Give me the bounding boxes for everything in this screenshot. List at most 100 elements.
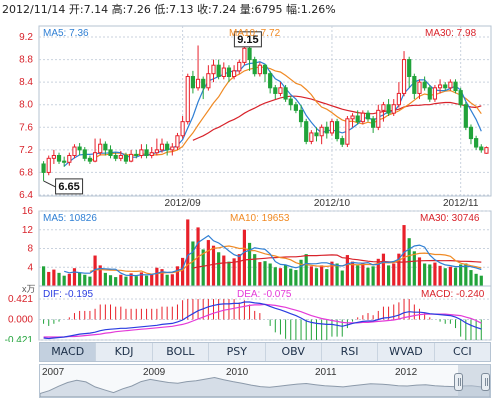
volume-bar [170, 274, 174, 286]
candle-body [211, 64, 216, 75]
navigator-year-2007: 2007 [42, 367, 65, 378]
candle-body [443, 84, 448, 89]
tab-macd[interactable]: MACD [40, 343, 97, 361]
volume-tick-label: 4 [27, 262, 33, 273]
volume-bar [340, 270, 344, 286]
candle-body [283, 87, 288, 100]
tab-wvad[interactable]: WVAD [378, 343, 435, 361]
candle-body [165, 143, 170, 151]
tab-psy[interactable]: PSY [209, 343, 266, 361]
candle-body [262, 64, 268, 75]
candle-body [62, 160, 67, 163]
candle-body [293, 104, 298, 111]
candle-body [72, 146, 77, 157]
volume-bar [464, 263, 468, 286]
quote-date: 2012/11/14 [2, 3, 66, 16]
tab-rsi[interactable]: RSI [322, 343, 379, 361]
volume-bar [258, 262, 262, 286]
candle-body [129, 153, 134, 162]
candle-body [201, 78, 206, 89]
navigator-year-2009: 2009 [143, 367, 166, 378]
volume-bar [165, 274, 169, 286]
candle-body [417, 81, 422, 94]
macd-lines [43, 301, 482, 340]
candle-body [371, 118, 376, 128]
candle-body [41, 163, 46, 173]
volume-bar [361, 263, 365, 286]
price-candles [41, 39, 489, 181]
low-value: 7.13 [169, 3, 194, 16]
price-y-axis: 9.2 8.8 8.4 8.0 7.6 7.2 6.8 6.4 [19, 32, 33, 201]
candle-body [175, 135, 180, 148]
volume-bar [144, 275, 149, 286]
volume-bar [278, 268, 283, 286]
volume-bar [222, 255, 226, 286]
navigator-area [40, 376, 490, 397]
volume-bar [453, 267, 458, 286]
candle-body [139, 149, 144, 157]
candle-body [386, 104, 391, 114]
candle-body [334, 121, 340, 140]
price-tick-label: 8.4 [19, 77, 33, 88]
candle-body [309, 132, 314, 142]
volume-bar [268, 263, 272, 286]
timeline-navigator[interactable]: 2007 2009 2010 2011 2012 [39, 364, 491, 398]
candle-body [123, 155, 129, 162]
tab-cci[interactable]: CCI [453, 345, 472, 358]
candle-body [484, 147, 489, 154]
navigator-left-handle[interactable] [454, 373, 463, 391]
dif-legend: DIF: -0.195 [43, 289, 93, 300]
candle-body [247, 47, 252, 61]
candle-body [51, 155, 56, 159]
chart-canvas[interactable]: 9.2 8.8 8.4 8.0 7.6 7.2 6.8 6.4 9.15 6.65 MA5: 7… [0, 0, 494, 342]
candle-body [134, 153, 139, 157]
tab-obv[interactable]: OBV [266, 343, 322, 361]
price-tick-label: 6.4 [19, 190, 33, 201]
candle-body [376, 109, 381, 128]
candle-body [195, 78, 201, 89]
volume-bar [227, 261, 231, 286]
volume-bar [41, 266, 46, 286]
tab-kdj[interactable]: KDJ [96, 343, 153, 361]
annotation-leader [43, 180, 56, 188]
candle-body [458, 90, 463, 106]
candle-body [56, 155, 62, 162]
price-moving-averages [63, 61, 482, 167]
tab-boll[interactable]: BOLL [153, 343, 210, 361]
volume-panel: 16 12 8 4 MA5: 10826 MA10: 19653 MA30: 3074… [22, 206, 492, 294]
price-tick-label: 8.8 [19, 55, 33, 66]
candle-body [381, 104, 386, 111]
candle-body [401, 59, 407, 94]
volume-bar [335, 263, 339, 286]
volume-bar [211, 245, 216, 286]
candle-body [252, 59, 257, 75]
volume-bar [479, 275, 483, 286]
volume-bar [119, 274, 123, 286]
candle-body [46, 157, 51, 173]
date-tick-label: 2012/09 [165, 198, 202, 209]
price-ma10-legend: MA10: 7.72 [229, 28, 281, 39]
price-ma30-line [192, 95, 482, 141]
annotation-box [55, 178, 84, 195]
navigator-right-handle[interactable] [481, 373, 490, 391]
candle-body [314, 132, 319, 137]
volume-unit-label: x万 [22, 284, 36, 294]
candle-body [257, 64, 262, 75]
date-tick-label: 2012/10 [314, 198, 351, 209]
volume-moving-averages [64, 234, 482, 277]
candle-body [437, 84, 443, 89]
candle-body [329, 121, 335, 134]
candle-body [185, 76, 190, 123]
volume-bar [356, 265, 360, 286]
volume-bar [83, 274, 87, 286]
candle-body [77, 146, 82, 151]
price-annotations: 9.15 6.65 [43, 31, 262, 195]
volume-bar [206, 240, 210, 286]
volume-bar [423, 263, 427, 286]
candle-body [278, 87, 283, 94]
volume-bar [103, 272, 107, 286]
candle-body [298, 109, 304, 123]
candle-body [226, 67, 232, 77]
volume-bar [47, 271, 51, 286]
volume-bar [57, 272, 61, 286]
